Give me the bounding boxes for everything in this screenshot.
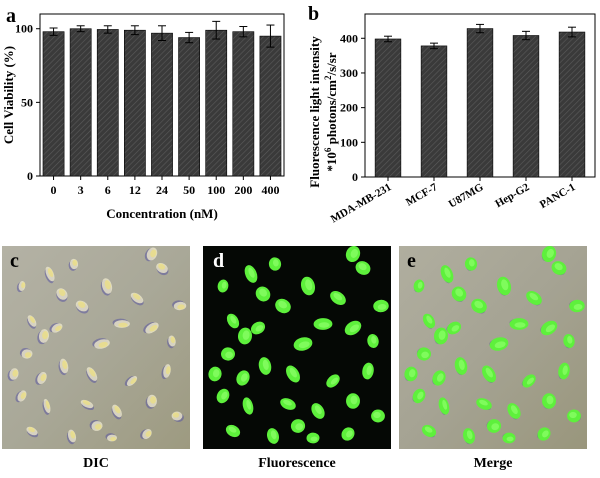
bar [96,29,119,177]
y-tick-label: 100 [15,22,33,36]
dic-image [2,246,190,449]
panel-label-b: b [308,3,319,25]
x-tick-label: 6 [105,183,111,197]
x-tick-label: 100 [207,183,225,197]
bar [151,32,173,177]
chart-b-ylabel-line1: Fluorescence light intensity [307,36,322,188]
merge-image [399,246,587,449]
bar [259,35,282,177]
x-tick-label: 200 [234,183,252,197]
panel-label-d: d [213,250,225,272]
chart-a-xticks: 0 3 6 12 24 50 100 200 400 [51,176,279,197]
bar [178,37,200,177]
chart-a-ylabel: Cell Viability (%) [1,46,16,144]
x-tick-label: PANC-1 [538,181,578,211]
fluorescence-image [203,246,391,449]
bar [124,29,146,177]
x-tick-label: 0 [51,183,57,197]
x-tick-label: 400 [261,183,279,197]
y-tick-label: 300 [340,66,358,80]
chart-b-ylabel-line2: *106 photons/cm2/s/sr [323,52,339,171]
bar [512,35,540,178]
bar [558,31,586,178]
x-tick-label: Hep-G2 [493,181,532,210]
x-tick-label: 24 [156,183,168,197]
x-tick-label: 3 [78,183,84,197]
panel-label-c: c [10,250,19,272]
bar [205,29,228,177]
panel-label-e: e [407,250,416,272]
caption-fluorescence: Fluorescence [258,456,336,471]
bar [420,45,448,178]
x-tick-label: MCF-7 [404,181,440,209]
y-tick-label: 50 [21,95,33,109]
bar [42,31,65,177]
chart-b-bars [374,23,586,178]
bar [69,28,92,177]
y-tick-label: 100 [340,135,358,149]
caption-dic: DIC [83,456,109,471]
chart-b-yticks: 0 100 200 300 400 [340,31,365,184]
y-tick-label: 0 [352,170,358,184]
chart-a-yticks: 0 50 100 [15,22,40,183]
y-tick-label: 400 [340,31,358,45]
y-tick-label: 0 [27,169,33,183]
y-tick-label: 200 [340,101,358,115]
bar [374,38,402,178]
x-tick-label: MDA-MB-231 [329,181,394,225]
panel-label-a: a [6,5,16,27]
chart-b-xticks: MDA-MB-231 MCF-7 U87MG Hep-G2 PANC-1 [329,177,578,226]
x-tick-label: 12 [129,183,141,197]
x-tick-label: U87MG [447,181,486,211]
x-tick-label: 50 [183,183,195,197]
bar [232,31,255,177]
caption-merge: Merge [473,456,513,471]
bar [466,28,494,178]
chart-a-bars [42,20,282,177]
chart-a-xlabel: Concentration (nM) [106,206,218,221]
